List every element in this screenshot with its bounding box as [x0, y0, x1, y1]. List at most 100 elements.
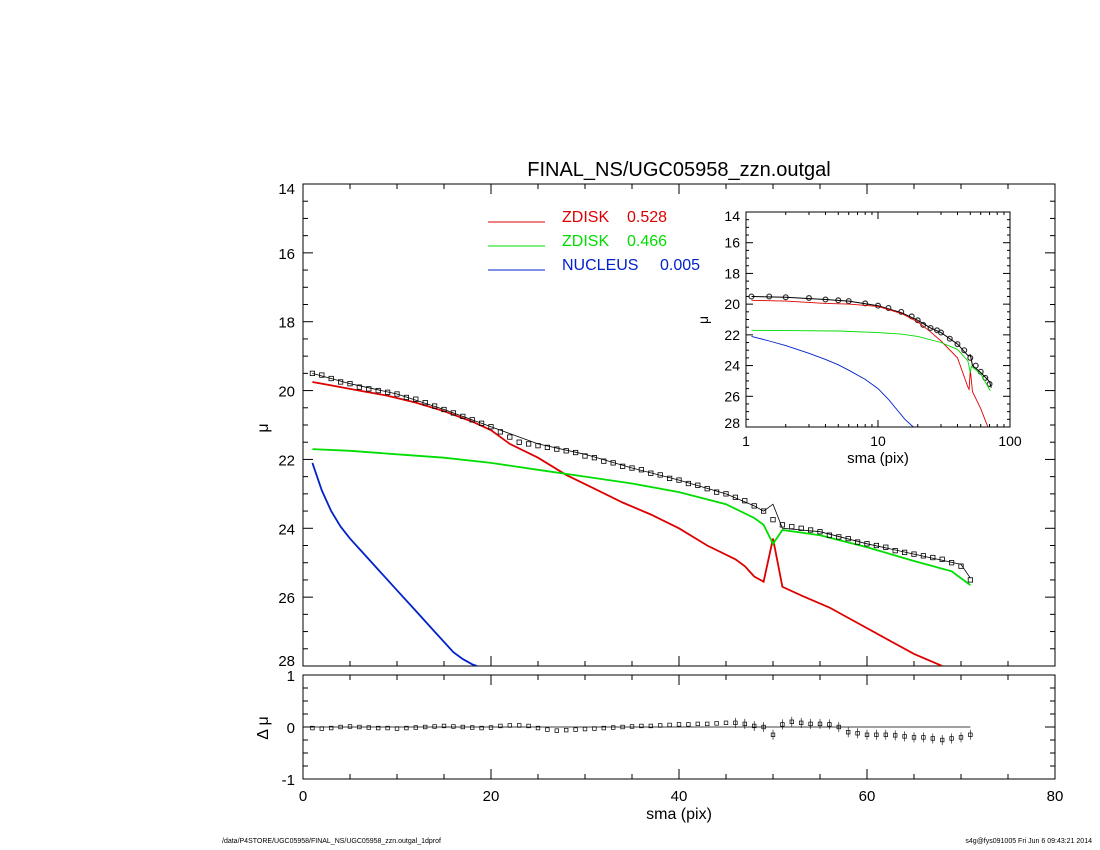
main-y-tick-label: 26	[278, 590, 295, 607]
main-y-tick-label: 14	[278, 181, 295, 198]
main-plot-series	[309, 370, 974, 666]
residual-point	[347, 724, 353, 729]
data-point	[347, 381, 353, 387]
residual-point	[460, 724, 465, 730]
data-point	[808, 527, 814, 533]
residual-point	[658, 723, 663, 728]
chart-title: FINAL_NS/UGC05958_zzn.outgal	[527, 159, 831, 181]
main-y-tick-label: 28	[278, 653, 295, 670]
legend-label-zdisk-2: ZDISK	[562, 233, 609, 250]
residual-point	[639, 723, 644, 729]
data-point	[770, 517, 776, 523]
main-y-tick-label: 22	[278, 452, 295, 469]
inset-plot-background	[746, 212, 1010, 427]
data-point	[629, 465, 635, 471]
main-y-tick-label: 18	[278, 315, 295, 332]
legend-value-nucleus: 0.005	[660, 257, 700, 274]
data-point	[779, 522, 786, 528]
footer-user-timestamp: s4g@fys091005 Fri Jun 6 09:43:21 2014	[965, 838, 1092, 845]
data-point	[761, 508, 767, 514]
data-point	[544, 444, 551, 450]
inset-plot-series	[748, 293, 993, 427]
inset-y-tick-label: 22	[724, 327, 740, 343]
data-point	[478, 420, 485, 426]
model-total-line	[312, 373, 971, 579]
legend-value-zdisk-1: 0.528	[627, 209, 667, 226]
legend-label-nucleus: NUCLEUS	[562, 257, 638, 274]
inset-axis-ticks: 14 16 18 20 22 24 26 281 10 100	[724, 208, 1021, 449]
main-y-tick-label: 16	[278, 246, 295, 263]
residual-point	[723, 720, 729, 725]
residual-point	[676, 722, 682, 727]
residual-point	[667, 722, 672, 728]
data-point	[911, 551, 917, 557]
data-point	[328, 375, 334, 382]
data-point	[554, 446, 560, 452]
data-point	[789, 523, 795, 530]
inset-y-tick-label: 14	[724, 208, 740, 224]
residual-point	[564, 727, 569, 733]
inset-data-point	[927, 324, 934, 331]
series-line-2	[311, 462, 478, 666]
data-point	[488, 424, 494, 430]
residual-point	[394, 726, 400, 731]
residual-y-tick-label: 0	[287, 720, 295, 737]
data-point	[460, 413, 466, 419]
residual-point	[592, 726, 597, 731]
residual-x-axis-label: sma (pix)	[646, 806, 712, 823]
data-point	[450, 410, 457, 416]
residual-point	[432, 724, 437, 729]
inset-x-axis-label: sma (pix)	[847, 450, 909, 467]
residual-point	[554, 728, 559, 733]
residual-x-tick-label: 40	[671, 788, 688, 805]
inset-x-tick-label: 1	[742, 433, 750, 449]
data-point	[309, 370, 316, 376]
data-point	[751, 503, 757, 509]
residual-y-tick-label: 1	[287, 668, 295, 685]
residual-point	[451, 724, 456, 729]
inset-series-line-3	[751, 329, 991, 392]
residual-y-axis-label: Δ μ	[255, 716, 272, 739]
inset-x-tick-label: 10	[870, 433, 886, 449]
residual-plot-series	[310, 716, 973, 745]
inset-model-total-line	[751, 296, 992, 388]
main-axis-ticks: 14 16 18 20 22 24 26 28	[278, 181, 1056, 670]
footer-file-path: /data/P4STORE/UGC05958/FINAL_NS/UGC05958…	[222, 838, 441, 845]
data-point	[798, 525, 804, 531]
data-point	[394, 391, 400, 397]
residual-point	[376, 725, 381, 731]
residual-point	[545, 727, 550, 732]
data-point	[526, 441, 532, 447]
residual-point	[695, 721, 700, 727]
inset-series-line-4	[751, 335, 914, 427]
data-point	[864, 541, 870, 547]
residual-point	[714, 721, 719, 726]
residual-x-tick-label: 60	[859, 788, 876, 805]
legend: ZDISK 0.528 ZDISK 0.466 NUCLEUS 0.005	[488, 209, 700, 274]
residual-point	[498, 723, 503, 729]
data-point	[958, 563, 964, 569]
residual-point	[648, 723, 653, 729]
residual-point	[404, 725, 409, 731]
residual-point	[517, 723, 522, 728]
residual-point	[488, 725, 494, 730]
inset-data-point	[954, 341, 961, 348]
inset-data-point	[961, 347, 968, 354]
residual-point	[582, 726, 588, 732]
inset-y-tick-label: 24	[724, 358, 740, 374]
data-point	[366, 386, 372, 392]
residual-point	[535, 725, 541, 731]
residual-point	[620, 724, 625, 730]
residual-point	[601, 725, 606, 731]
data-point	[676, 477, 682, 483]
residual-point	[479, 725, 484, 731]
data-point	[441, 406, 447, 413]
inset-y-axis-label: μ	[695, 316, 711, 324]
main-y-tick-label: 20	[278, 384, 295, 401]
residual-point	[573, 727, 578, 732]
inset-y-tick-label: 20	[724, 296, 740, 312]
residual-point	[526, 723, 531, 729]
inset-y-tick-label: 26	[724, 388, 740, 404]
data-point	[826, 532, 833, 538]
